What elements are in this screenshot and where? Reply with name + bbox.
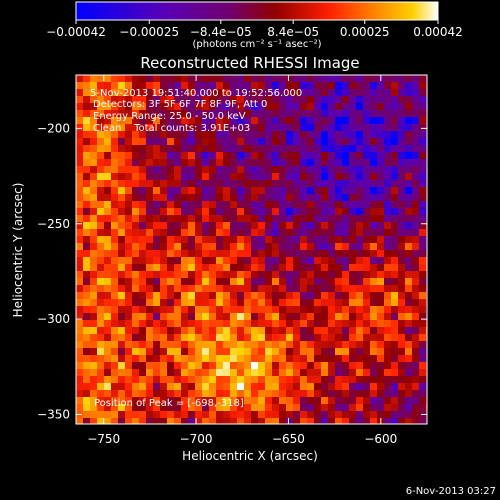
plot-frame [75,74,428,425]
y-tick-label: −250 [37,217,70,231]
annotation-time-range: 5-Nov-2013 19:51:40.000 to 19:52:56.000 [90,88,302,99]
image-annotations: 5-Nov-2013 19:51:40.000 to 19:52:56.000 … [90,88,302,134]
peak-position-label: Position of Peak = [-698,-318] [94,398,244,409]
y-axis: −200 −250 −300 −350 [37,121,427,421]
annotation-energy-range: Energy Range: 25.0 - 50.0 keV [93,111,246,122]
chart-title: Reconstructed RHESSI Image [140,54,359,72]
annotation-detectors: Detectors: 3F 5F 6F 7F 8F 9F, Att 0 [93,99,267,110]
colorbar-tick-label: 0.00025 [340,25,390,39]
y-axis-title: Heliocentric Y (arcsec) [11,183,25,318]
footer-timestamp: 6-Nov-2013 03:27 [406,486,496,497]
y-tick-label: −300 [37,312,70,326]
x-tick-label: −600 [364,432,397,446]
x-axis: −750 −700 −650 −600 [87,75,397,446]
colorbar-tick-label: 0.00042 [413,25,463,39]
colorbar-tick-label: 8.4e−05 [267,25,319,39]
y-tick-label: −350 [37,407,70,421]
x-tick-label: −750 [87,432,120,446]
x-tick-label: −700 [180,432,213,446]
x-axis-title: Heliocentric X (arcsec) [182,449,318,463]
y-tick-label: −200 [37,121,70,135]
colorbar: −0.00042 −0.00025 −8.4e−05 8.4e−05 0.00025 0.… [46,1,463,50]
heatmap-image [76,75,427,424]
colorbar-tick-label: −8.4e−05 [190,25,252,39]
colorbar-gradient [75,1,439,21]
annotation-clean-counts: Clean Total counts: 3.91E+03 [93,123,250,134]
colorbar-tick-label: −0.00025 [119,25,179,39]
colorbar-units: (photons cm⁻² s⁻¹ asec⁻²) [192,39,321,50]
x-tick-label: −650 [272,432,305,446]
colorbar-ticks: −0.00042 −0.00025 −8.4e−05 8.4e−05 0.00025 0.… [46,20,463,39]
colorbar-tick-label: −0.00042 [46,25,106,39]
